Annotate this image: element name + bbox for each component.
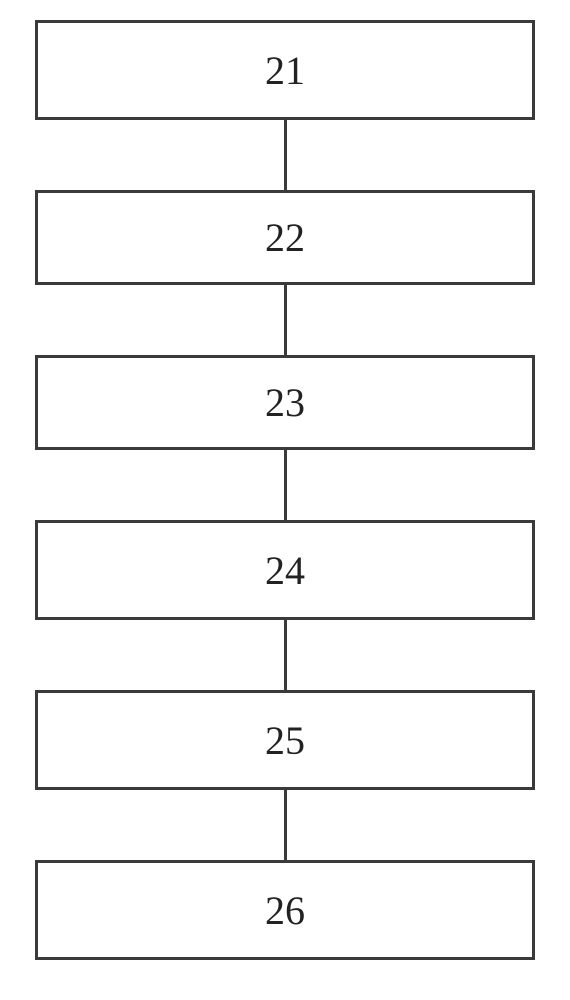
node-label: 22 xyxy=(265,214,305,261)
flowchart-node: 23 xyxy=(35,355,535,450)
edge xyxy=(284,450,287,520)
flowchart-node: 26 xyxy=(35,860,535,960)
flowchart-node: 22 xyxy=(35,190,535,285)
edge xyxy=(284,120,287,190)
node-label: 25 xyxy=(265,717,305,764)
edge xyxy=(284,790,287,860)
flowchart-diagram: 21 22 23 24 25 26 xyxy=(0,0,570,1000)
edge xyxy=(284,620,287,690)
node-label: 23 xyxy=(265,379,305,426)
node-label: 24 xyxy=(265,547,305,594)
flowchart-node: 21 xyxy=(35,20,535,120)
flowchart-node: 24 xyxy=(35,520,535,620)
flowchart-node: 25 xyxy=(35,690,535,790)
edge xyxy=(284,285,287,355)
node-label: 21 xyxy=(265,47,305,94)
node-label: 26 xyxy=(265,887,305,934)
